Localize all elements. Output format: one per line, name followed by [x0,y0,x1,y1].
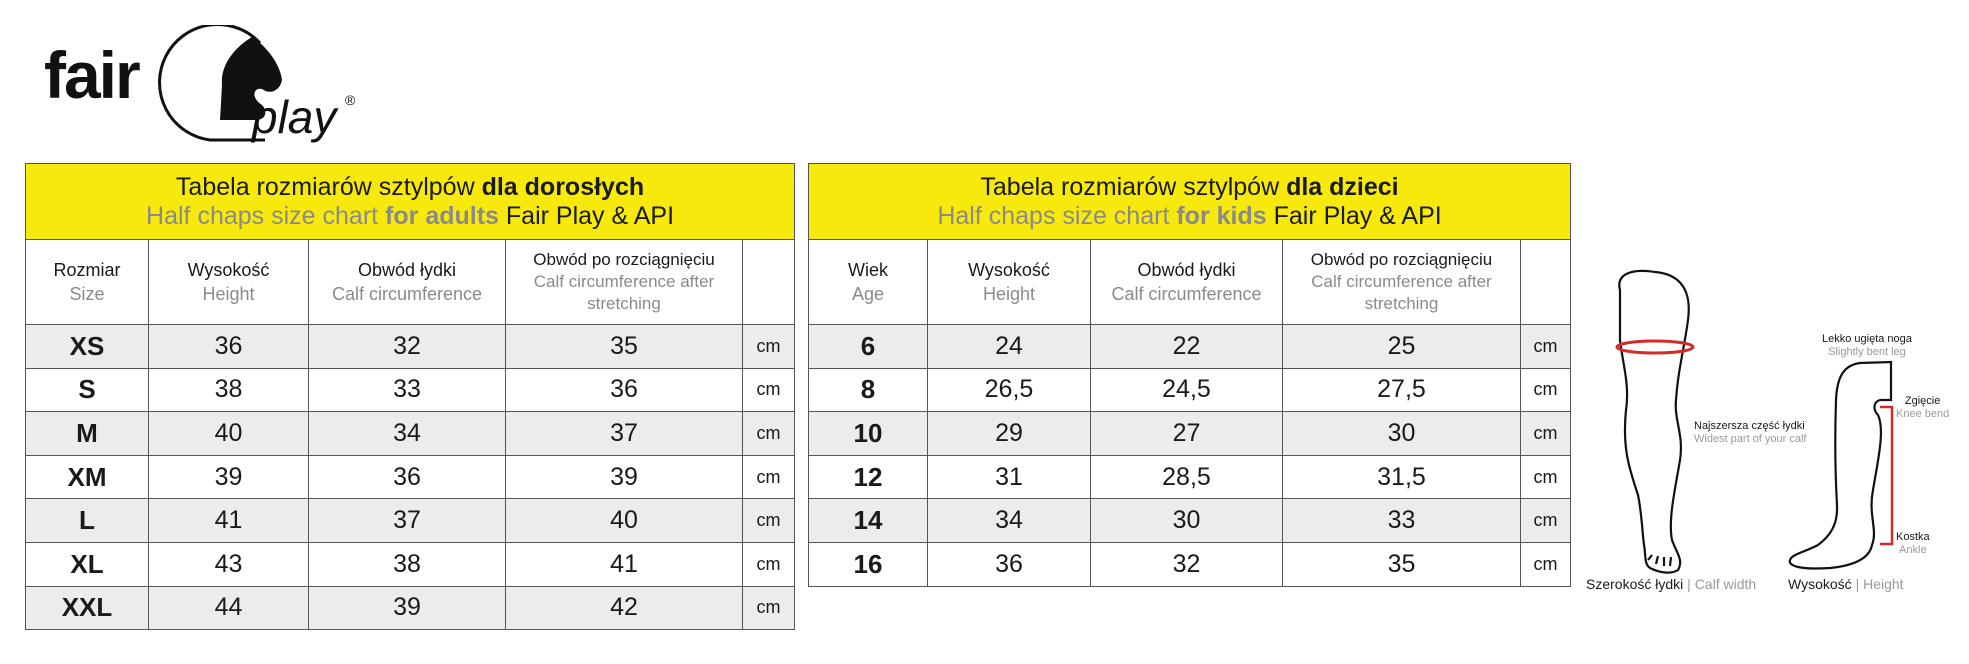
value-cell: 26,5 [927,367,1091,413]
calf-measure-ring [1615,339,1695,355]
front-leg-outline [1618,269,1690,574]
size-cell: XS [25,324,149,369]
value-cell: 24 [927,324,1091,369]
fair-play-logo: fair play ® [30,23,390,155]
value-cell: 41 [148,498,309,543]
value-cell: 36 [308,454,506,500]
size-cell: L [25,498,149,543]
value-cell: 25 [1282,324,1521,369]
table-row: XL 43 38 41 cm [25,541,796,587]
unit-cell: cm [1519,411,1572,456]
value-cell: 43 [148,541,309,587]
unit-cell: cm [741,324,796,369]
value-cell: 27,5 [1282,367,1521,413]
unit-cell: cm [741,367,796,413]
value-cell: 37 [505,411,743,456]
size-cell: 6 [808,324,928,369]
table-row: 6 24 22 25 cm [808,324,1572,369]
unit-cell: cm [1519,454,1572,500]
adults-size-table: Tabela rozmiarów sztylpów dla dorosłych … [24,163,796,631]
table-row: XS 36 32 35 cm [25,324,796,369]
value-cell: 42 [505,585,743,631]
table-row: 8 26,5 24,5 27,5 cm [808,367,1572,413]
table-title: Tabela rozmiarów sztylpów dla dorosłych … [24,163,796,240]
value-cell: 33 [308,367,506,413]
value-cell: 40 [505,498,743,543]
unit-cell: cm [741,541,796,587]
unit-cell: cm [741,411,796,456]
svg-text:®: ® [345,92,356,108]
size-cell: M [25,411,149,456]
table-row: 12 31 28,5 31,5 cm [808,454,1572,500]
size-cell: 14 [808,498,928,543]
value-cell: 35 [1282,541,1521,587]
calf-width-caption: Szerokość łydki | Calf width [1586,576,1757,592]
value-cell: 30 [1090,498,1283,543]
value-cell: 39 [148,454,309,500]
value-cell: 34 [927,498,1091,543]
svg-text:fair: fair [44,38,140,112]
value-cell: 33 [1282,498,1521,543]
size-cell: 8 [808,367,928,413]
unit-cell: cm [741,498,796,543]
unit-cell: cm [741,454,796,500]
value-cell: 27 [1090,411,1283,456]
value-cell: 31 [927,454,1091,500]
svg-text:play: play [250,91,339,143]
side-leg-outline [1788,360,1893,570]
value-cell: 37 [308,498,506,543]
value-cell: 38 [308,541,506,587]
leg-diagram [1615,269,1894,574]
unit-cell: cm [1519,367,1572,413]
value-cell: 32 [308,324,506,369]
size-cell: 10 [808,411,928,456]
size-cell: XL [25,541,149,587]
value-cell: 28,5 [1090,454,1283,500]
value-cell: 39 [505,454,743,500]
column-headers: Rozmiar Size Wysokość Height Obwód łydki Ca… [25,239,796,325]
table-row: 16 36 32 35 cm [808,541,1572,587]
table-row: 10 29 27 30 cm [808,411,1572,456]
value-cell: 22 [1090,324,1283,369]
unit-cell: cm [1519,324,1572,369]
size-cell: XXL [25,585,149,631]
ankle-label: Kostka Ankle [1896,531,1930,556]
knee-bend-label: Zgięcie Knee bend [1896,395,1950,420]
table-row: 14 34 30 33 cm [808,498,1572,543]
size-cell: XM [25,454,149,500]
value-cell: 29 [927,411,1091,456]
value-cell: 40 [148,411,309,456]
bent-leg-label: Lekko ugięta noga Slightly bent leg [1822,333,1912,358]
table-row: M 40 34 37 cm [25,411,796,456]
value-cell: 44 [148,585,309,631]
size-cell: 12 [808,454,928,500]
value-cell: 32 [1090,541,1283,587]
value-cell: 41 [505,541,743,587]
unit-cell: cm [1519,541,1572,587]
value-cell: 30 [1282,411,1521,456]
table-row: S 38 33 36 cm [25,367,796,413]
value-cell: 39 [308,585,506,631]
height-caption: Wysokość | Height [1788,576,1904,592]
value-cell: 35 [505,324,743,369]
unit-cell: cm [1519,498,1572,543]
value-cell: 36 [148,324,309,369]
value-cell: 24,5 [1090,367,1283,413]
table-row: XXL 44 39 42 cm [25,585,796,631]
table-title: Tabela rozmiarów sztylpów dla dzieci Hal… [807,163,1572,240]
value-cell: 36 [505,367,743,413]
value-cell: 34 [308,411,506,456]
value-cell: 31,5 [1282,454,1521,500]
height-measure-bracket [1880,405,1894,546]
value-cell: 36 [927,541,1091,587]
table-row: L 41 37 40 cm [25,498,796,543]
value-cell: 38 [148,367,309,413]
unit-cell: cm [741,585,796,631]
table-row: XM 39 36 39 cm [25,454,796,500]
size-cell: S [25,367,149,413]
kids-size-table: Tabela rozmiarów sztylpów dla dzieci Hal… [807,163,1572,587]
widest-calf-label: Najszersza część łydki Widest part of you… [1694,420,1807,445]
column-headers: Wiek Age Wysokość Height Obwód łydki Calf c… [808,239,1572,325]
size-cell: 16 [808,541,928,587]
